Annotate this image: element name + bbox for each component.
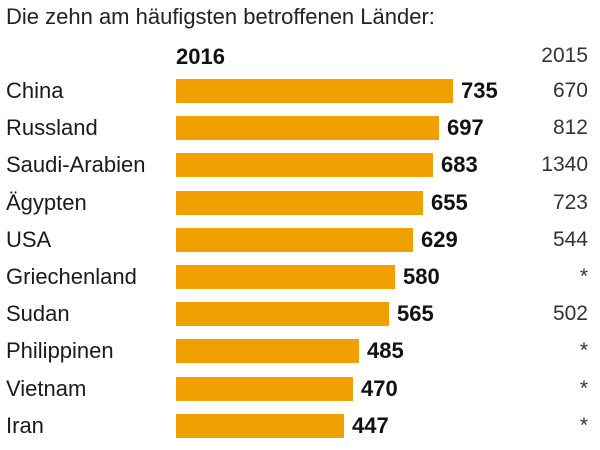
category-label: Saudi-Arabien — [6, 152, 146, 177]
bar — [176, 228, 413, 252]
bar — [176, 414, 344, 438]
data-label-2015: * — [579, 339, 588, 362]
data-label-2015: * — [579, 377, 588, 400]
data-label-2016: 470 — [361, 376, 398, 401]
category-label: Ägypten — [6, 190, 87, 215]
cropped-footer-strip — [0, 446, 600, 450]
chart-subtitle: Die zehn am häufigsten betroffenen Lände… — [6, 4, 435, 29]
bar — [176, 377, 353, 401]
category-label: Vietnam — [6, 376, 87, 401]
data-label-2015: 812 — [552, 116, 588, 139]
bar — [176, 302, 389, 326]
column-header-current-year: 2016 — [176, 44, 225, 69]
category-label: China — [6, 78, 64, 103]
data-label-2015: 723 — [552, 191, 588, 214]
category-label: Philippinen — [6, 338, 114, 363]
data-label-2015: 544 — [552, 228, 588, 251]
category-label: Iran — [6, 413, 44, 438]
data-label-2015: 670 — [552, 79, 588, 102]
category-label: Russland — [6, 115, 98, 140]
data-label-2016: 580 — [403, 264, 440, 289]
column-header-previous-year: 2015 — [541, 44, 588, 67]
data-label-2016: 629 — [421, 227, 458, 252]
bar — [176, 79, 453, 103]
category-label: USA — [6, 227, 52, 252]
category-label: Sudan — [6, 301, 70, 326]
data-label-2016: 735 — [461, 78, 498, 103]
data-label-2015: * — [579, 414, 588, 437]
bar — [176, 191, 423, 215]
data-label-2015: 1340 — [541, 153, 588, 176]
data-label-2016: 655 — [431, 190, 468, 215]
data-label-2016: 565 — [397, 301, 434, 326]
bar — [176, 265, 395, 289]
category-label: Griechenland — [6, 264, 137, 289]
bar — [176, 339, 359, 363]
bar — [176, 116, 439, 140]
data-label-2015: * — [579, 265, 588, 288]
data-label-2015: 502 — [552, 302, 588, 325]
data-label-2016: 697 — [447, 115, 484, 140]
data-label-2016: 683 — [441, 152, 478, 177]
bar — [176, 153, 433, 177]
data-label-2016: 447 — [352, 413, 389, 438]
data-label-2016: 485 — [367, 338, 404, 363]
